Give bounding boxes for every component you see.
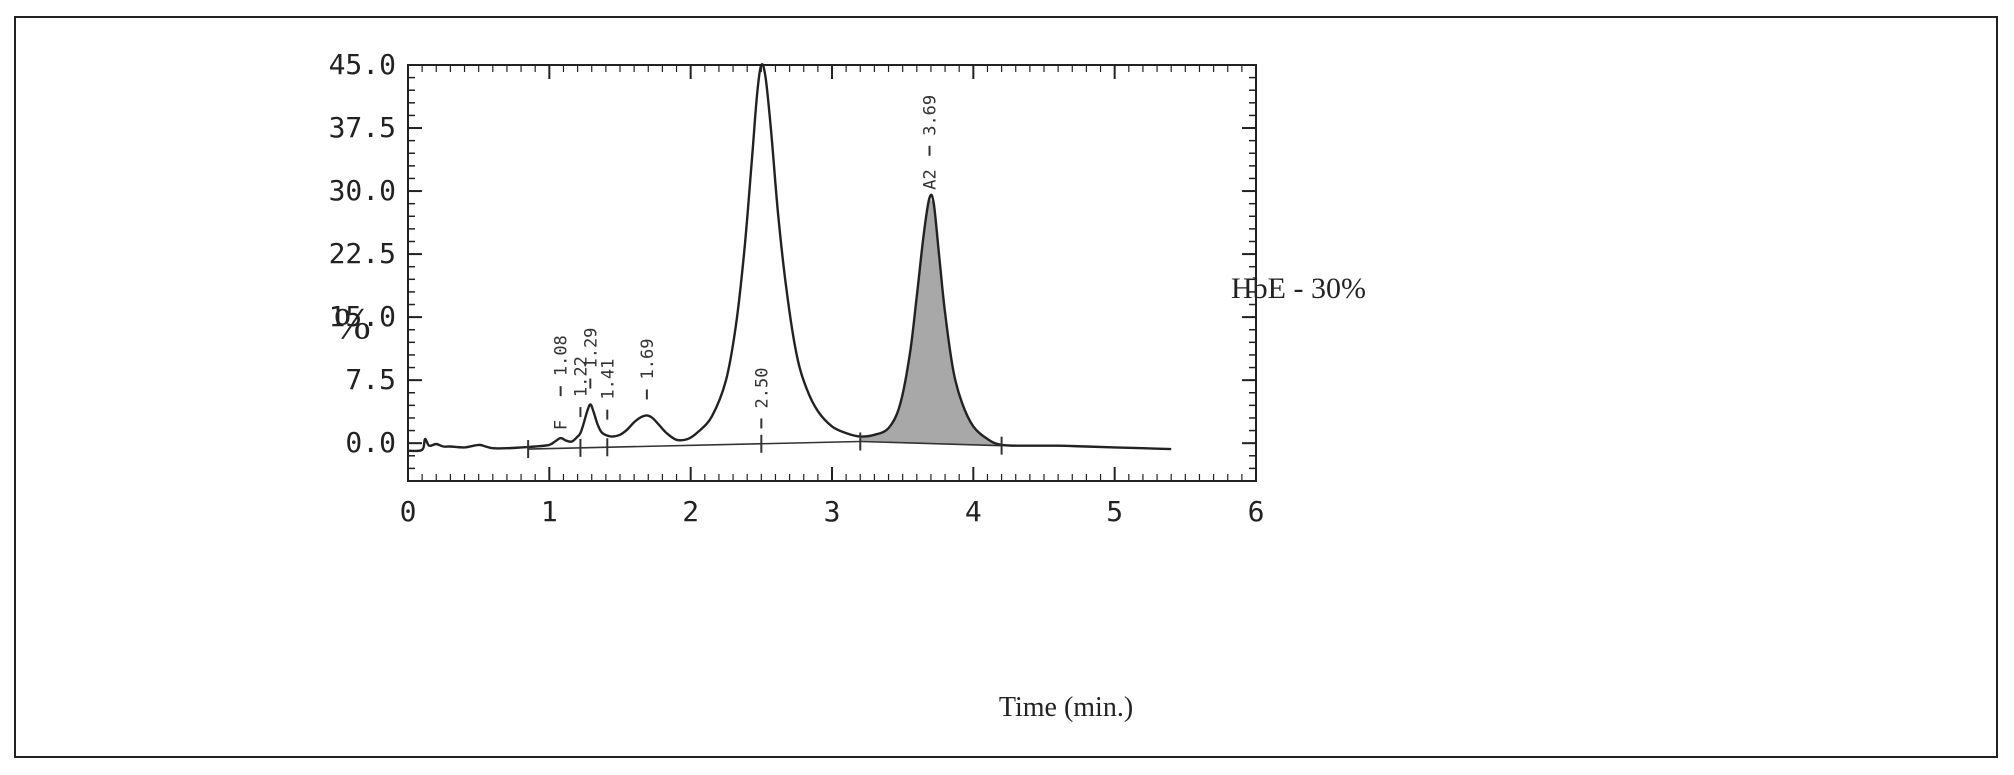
peak-tag-label: F (552, 420, 572, 430)
peak-rt-label: 1.22 (571, 356, 591, 397)
curve-layer (407, 63, 1172, 453)
y-tick-label: 0.0 (345, 426, 396, 459)
peak-rt-label: 1.08 (552, 335, 572, 376)
y-tick-label: 37.5 (329, 111, 396, 144)
hba2-shaded-area (860, 197, 1002, 446)
y-axis-label: % (334, 299, 371, 348)
plot-border (407, 64, 1257, 482)
y-tick-label: 15.0 (329, 300, 396, 333)
peak-rt-label: 3.69 (921, 95, 941, 136)
baseline-segment (860, 440, 1002, 447)
x-tick-label: 5 (1106, 495, 1123, 528)
y-tick-label: 45.0 (329, 48, 396, 81)
y-tick-label: 22.5 (329, 237, 396, 270)
x-axis-label: Time (min.) (999, 692, 1133, 723)
peak-rt-label: 1.41 (598, 359, 618, 400)
x-tick-label: 6 (1248, 495, 1265, 528)
x-tick-label: 3 (824, 495, 841, 528)
peak-tag-label: A2 (921, 169, 941, 189)
peak-rt-label: 1.29 (581, 328, 601, 369)
x-tick-label: 4 (965, 495, 982, 528)
y-tick-label: 7.5 (345, 363, 396, 396)
baseline-segment (528, 440, 861, 450)
figure-frame: 45.0 37.5 30.0 22.5 15.0 7.5 0.0 0 1 2 3 4 5 6 F 1.08 1… (14, 16, 1998, 758)
peak-rt-label: 1.69 (638, 338, 658, 379)
integration-baseline-layer (527, 432, 1003, 459)
shaded-area-layer (860, 197, 1002, 446)
y-tick-label: 30.0 (329, 174, 396, 207)
chromatogram-chart: 45.037.530.022.515.07.50.00 1 2 3 4 5 6 F1.081… (329, 48, 1366, 723)
peak-rt-label: 2.50 (752, 368, 772, 409)
axes: 45.0 37.5 30.0 22.5 15.0 7.5 0.0 0 1 2 3 4 5 6 (329, 48, 1265, 528)
hbe-annotation: HbE - 30% (1231, 272, 1366, 305)
chromatogram-line (407, 63, 1172, 453)
x-tick-label: 2 (682, 495, 699, 528)
x-tick-label: 1 (541, 495, 558, 528)
x-tick-label: 0 (400, 495, 417, 528)
peak-labels-layer: F 1.081.221.291.41 1.69 2.50 A2 3.69 (552, 95, 941, 430)
